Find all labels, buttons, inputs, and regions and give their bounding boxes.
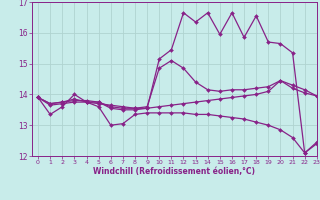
X-axis label: Windchill (Refroidissement éolien,°C): Windchill (Refroidissement éolien,°C) (93, 167, 255, 176)
